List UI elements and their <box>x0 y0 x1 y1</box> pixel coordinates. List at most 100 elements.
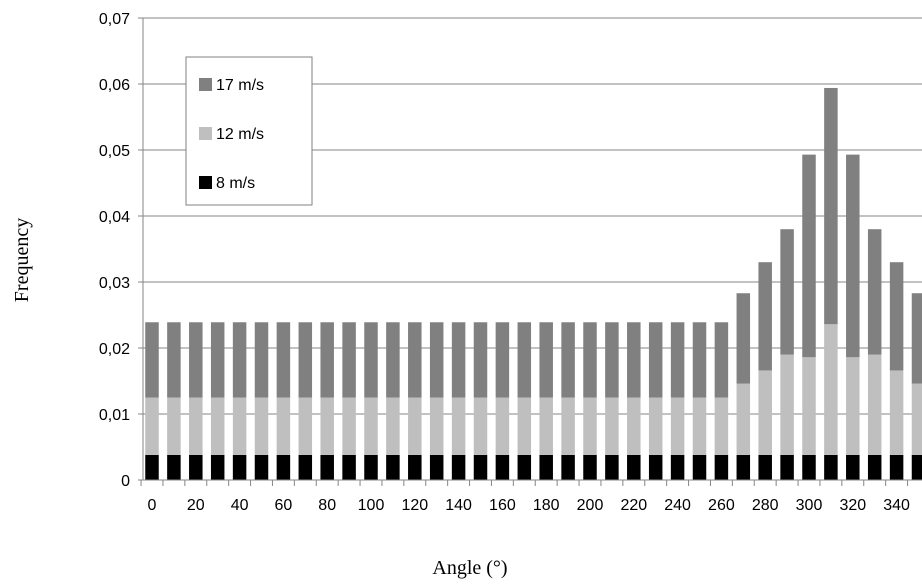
bar-segment <box>867 229 882 355</box>
x-tick-label: 160 <box>489 497 516 514</box>
bar-segment <box>714 454 729 480</box>
bar-segment <box>889 370 904 455</box>
bar-segment <box>561 397 575 455</box>
bar-segment <box>232 454 247 480</box>
y-tick-label: 0,02 <box>99 341 130 358</box>
bar-segment <box>648 322 663 398</box>
bar-segment <box>736 383 751 455</box>
legend: 17 m/s 12 m/s 8 m/s <box>185 56 313 206</box>
bar-segment <box>298 322 313 398</box>
bar-segment <box>627 454 641 480</box>
bar-segment <box>780 454 794 480</box>
bar-segment <box>189 397 203 455</box>
x-tick-labels: 0 20 40 60 80 100 120 140 160 180 200 220 240 260 280 3… <box>148 497 910 514</box>
x-tick-label: 60 <box>275 497 293 514</box>
bar-segment <box>714 397 729 455</box>
x-tick-label: 300 <box>796 497 823 514</box>
bar-segment <box>408 322 422 398</box>
bar-segment <box>692 397 707 455</box>
bar-segment <box>495 454 510 480</box>
bar-segment <box>867 354 882 455</box>
legend-swatch-17ms <box>199 78 212 91</box>
bar-segment <box>210 322 225 398</box>
x-tick-label: 340 <box>883 497 910 514</box>
y-tick-label: 0,07 <box>99 11 130 28</box>
x-tick-label: 200 <box>577 497 604 514</box>
x-axis-title: Angle (°) <box>432 557 507 579</box>
bar-segment <box>889 262 904 371</box>
x-tick-label: 240 <box>664 497 691 514</box>
bar-segment <box>802 154 816 358</box>
bar-segment <box>429 454 444 480</box>
bar-segment <box>320 322 334 398</box>
bar-segment <box>254 397 269 455</box>
bar-segment <box>276 322 291 398</box>
bar-segment <box>386 397 400 455</box>
x-tick-label: 100 <box>358 497 385 514</box>
bar-segment <box>583 397 597 455</box>
bar-segment <box>692 454 707 480</box>
bar-segment <box>670 397 685 455</box>
bar-segment <box>451 454 466 480</box>
bar-segment <box>605 322 619 398</box>
bar-segment <box>364 397 378 455</box>
x-tick-label: 20 <box>187 497 205 514</box>
bar-segment <box>802 357 816 455</box>
bar-segment <box>561 454 575 480</box>
bar-segment <box>736 454 751 480</box>
bar-segment <box>232 397 247 455</box>
bar-segment <box>539 454 553 480</box>
y-tick-label: 0,01 <box>99 407 130 424</box>
y-tick-labels: 0 0,01 0,02 0,03 0,04 0,05 0,06 0,07 <box>99 11 130 490</box>
bar-segment <box>276 397 291 455</box>
bar-segment <box>254 322 269 398</box>
x-tick-label: 320 <box>839 497 866 514</box>
bar-segment <box>627 397 641 455</box>
x-tick-label: 180 <box>533 497 560 514</box>
bar-segment <box>429 322 444 398</box>
bar-segment <box>802 454 816 480</box>
bar-segment <box>911 293 922 384</box>
bar-segment <box>232 322 247 398</box>
legend-swatch-12ms <box>199 127 212 140</box>
bar-segment <box>867 454 882 480</box>
bar-segment <box>342 322 356 398</box>
bar-segment <box>342 397 356 455</box>
bar-segment <box>714 322 729 398</box>
bar-segment <box>364 322 378 398</box>
bar-segment <box>408 454 422 480</box>
bar-segment <box>495 322 510 398</box>
bar-segment <box>846 357 860 455</box>
bar-segment <box>364 454 378 480</box>
bar-segment <box>692 322 707 398</box>
bar-segment <box>583 322 597 398</box>
y-tick-label: 0 <box>121 473 130 490</box>
bar-segment <box>473 397 488 455</box>
bar-segment <box>780 354 794 455</box>
bar-segment <box>320 454 334 480</box>
bars <box>145 87 922 480</box>
bar-segment <box>189 322 203 398</box>
bar-segment <box>254 454 269 480</box>
bar-segment <box>780 229 794 355</box>
x-tick-label: 0 <box>148 497 157 514</box>
bar-segment <box>889 454 904 480</box>
bar-segment <box>846 154 860 358</box>
bar-segment <box>824 454 838 480</box>
bar-segment <box>342 454 356 480</box>
bar-segment <box>605 454 619 480</box>
bar-segment <box>758 454 772 480</box>
bar-segment <box>605 397 619 455</box>
bar-segment <box>583 454 597 480</box>
bar-segment <box>824 324 838 455</box>
y-tick-label: 0,06 <box>99 77 130 94</box>
bar-segment <box>451 397 466 455</box>
bar-segment <box>561 322 575 398</box>
bar-segment <box>210 397 225 455</box>
legend-label-8ms: 8 m/s <box>216 175 255 192</box>
bar-segment <box>648 397 663 455</box>
bar-segment <box>189 454 203 480</box>
x-tick-label: 220 <box>620 497 647 514</box>
bar-segment <box>539 322 553 398</box>
